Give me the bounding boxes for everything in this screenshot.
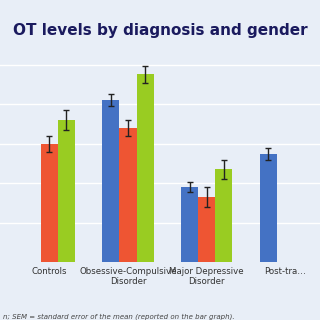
Text: OT levels by diagnosis and gender: OT levels by diagnosis and gender [13, 23, 307, 38]
Bar [137, 75, 154, 262]
Bar [41, 144, 58, 262]
Bar [181, 187, 198, 262]
Bar [260, 154, 277, 262]
Text: n; SEM = standard error of the mean (reported on the bar graph).: n; SEM = standard error of the mean (rep… [3, 313, 235, 320]
Bar [102, 100, 119, 262]
Bar [215, 169, 232, 262]
Bar [119, 128, 137, 262]
Bar [198, 197, 215, 262]
Bar [58, 120, 75, 262]
